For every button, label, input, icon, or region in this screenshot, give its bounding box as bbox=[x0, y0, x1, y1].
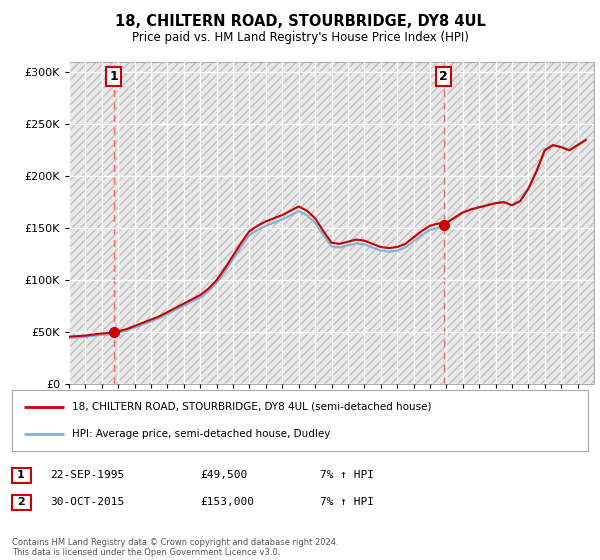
Text: 7% ↑ HPI: 7% ↑ HPI bbox=[320, 470, 374, 480]
Text: Price paid vs. HM Land Registry's House Price Index (HPI): Price paid vs. HM Land Registry's House … bbox=[131, 31, 469, 44]
Text: Contains HM Land Registry data © Crown copyright and database right 2024.
This d: Contains HM Land Registry data © Crown c… bbox=[12, 538, 338, 557]
Text: 22-SEP-1995: 22-SEP-1995 bbox=[50, 470, 124, 480]
Text: 30-OCT-2015: 30-OCT-2015 bbox=[50, 497, 124, 507]
Text: 7% ↑ HPI: 7% ↑ HPI bbox=[320, 497, 374, 507]
Text: 2: 2 bbox=[17, 497, 25, 507]
Text: 2: 2 bbox=[439, 69, 448, 83]
Text: £153,000: £153,000 bbox=[200, 497, 254, 507]
Text: 18, CHILTERN ROAD, STOURBRIDGE, DY8 4UL: 18, CHILTERN ROAD, STOURBRIDGE, DY8 4UL bbox=[115, 14, 485, 29]
Text: 1: 1 bbox=[17, 470, 25, 480]
Text: 1: 1 bbox=[109, 69, 118, 83]
Text: 18, CHILTERN ROAD, STOURBRIDGE, DY8 4UL (semi-detached house): 18, CHILTERN ROAD, STOURBRIDGE, DY8 4UL … bbox=[73, 402, 432, 412]
Text: £49,500: £49,500 bbox=[200, 470, 247, 480]
FancyBboxPatch shape bbox=[11, 468, 31, 483]
FancyBboxPatch shape bbox=[11, 494, 31, 510]
Text: HPI: Average price, semi-detached house, Dudley: HPI: Average price, semi-detached house,… bbox=[73, 430, 331, 440]
